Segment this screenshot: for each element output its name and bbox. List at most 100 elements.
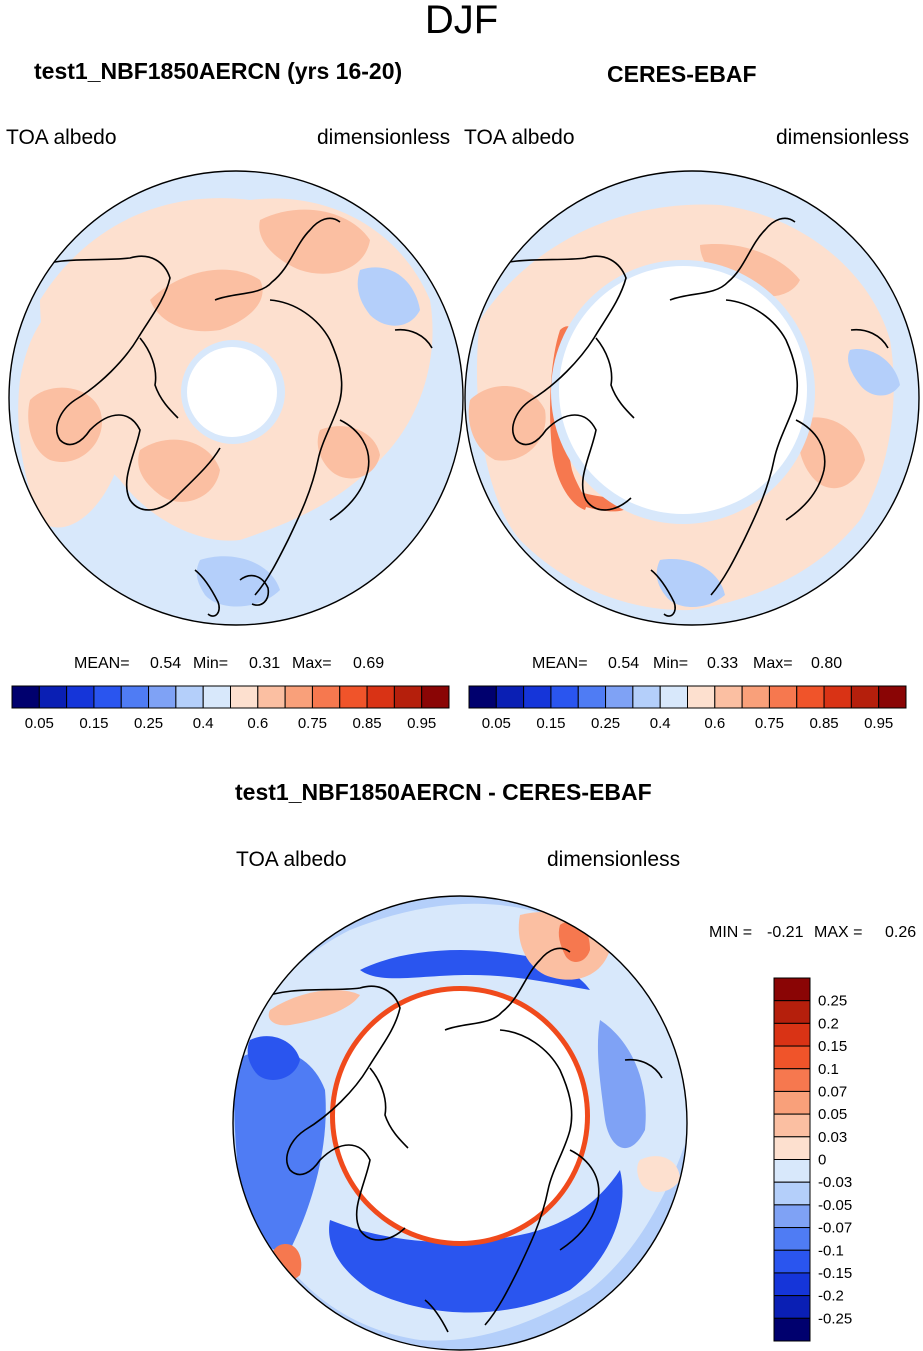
diff-colorbar-tick-label: -0.07 bbox=[818, 1220, 852, 1237]
model-polar-map bbox=[8, 170, 464, 626]
obs-min-value: 0.33 bbox=[707, 655, 739, 672]
diff-colorbar-swatch bbox=[773, 977, 811, 1002]
model-colorbar-tick-label: 0.4 bbox=[193, 715, 214, 732]
diff-coastlines bbox=[254, 947, 663, 1333]
obs-colorbar-swatch bbox=[632, 685, 661, 709]
model-ocean-region-1 bbox=[357, 267, 420, 326]
diff-colorbar-tick-label: -0.15 bbox=[818, 1265, 852, 1282]
model-polar-hole bbox=[187, 347, 277, 437]
model-colorbar-swatch bbox=[38, 685, 68, 709]
obs-variable-label: TOA albedo bbox=[464, 126, 575, 149]
model-max-value: 0.69 bbox=[353, 655, 385, 672]
model-colorbar-tick-label: 0.05 bbox=[25, 715, 54, 732]
diff-colorbar-tick-label: 0.15 bbox=[818, 1038, 847, 1055]
model-highlight-region-5 bbox=[317, 426, 380, 479]
diff-colorbar-tick-label: 0.1 bbox=[818, 1061, 839, 1078]
obs-colorbar-tick-label: 0.95 bbox=[864, 715, 893, 732]
diff-colorbar-tick-label: 0.2 bbox=[818, 1015, 839, 1032]
diff-negative-band-south bbox=[329, 1170, 623, 1313]
model-colorbar-swatch bbox=[148, 685, 177, 709]
model-colorbar-swatch bbox=[421, 685, 450, 709]
obs-map-border bbox=[464, 170, 920, 626]
diff-colorbar-swatch bbox=[773, 1113, 811, 1138]
obs-colorbar-swatch bbox=[495, 685, 525, 709]
diff-min-value: -0.21 bbox=[767, 924, 804, 941]
diff-negative-region-west bbox=[234, 1050, 326, 1252]
obs-colorbar-tick-label: 0.6 bbox=[704, 715, 725, 732]
diff-panel-title: test1_NBF1850AERCN - CERES-EBAF bbox=[235, 779, 652, 805]
obs-colorbar-swatch bbox=[523, 685, 552, 709]
diff-colorbar-tick-label: -0.03 bbox=[818, 1174, 852, 1191]
obs-polar-hole bbox=[559, 266, 807, 514]
obs-max-label: Max= bbox=[753, 655, 793, 672]
diff-colorbar-tick-label: 0.03 bbox=[818, 1129, 847, 1146]
model-mean-value: 0.54 bbox=[150, 655, 182, 672]
diff-colorbar-swatch bbox=[773, 1022, 811, 1047]
obs-min-label: Min= bbox=[653, 655, 689, 672]
diff-map-border bbox=[232, 895, 688, 1351]
obs-units-label: dimensionless bbox=[776, 126, 910, 149]
obs-colorbar-tick-label: 0.05 bbox=[482, 715, 511, 732]
diff-colorbar-swatch bbox=[773, 1136, 811, 1160]
diff-colorbar-tick-label: 0 bbox=[818, 1152, 826, 1169]
diff-colorbar-swatch bbox=[773, 1317, 811, 1342]
model-colorbar-swatch bbox=[311, 685, 341, 709]
model-panel-title: test1_NBF1850AERCN (yrs 16-20) bbox=[34, 58, 403, 84]
diff-colorbar-swatch bbox=[773, 1272, 811, 1297]
figure-season-title: DJF bbox=[424, 0, 499, 42]
model-ocean-region-2 bbox=[196, 556, 280, 607]
diff-positive-region-4 bbox=[268, 990, 360, 1026]
model-highlight-region-3 bbox=[138, 439, 220, 502]
obs-coastlines bbox=[479, 217, 889, 617]
obs-colorbar-swatch bbox=[768, 685, 798, 709]
obs-colorbar-swatch bbox=[850, 685, 880, 709]
model-colorbar-swatch bbox=[257, 685, 286, 709]
model-variable-label: TOA albedo bbox=[6, 126, 117, 149]
diff-colorbar-swatch bbox=[773, 1159, 811, 1183]
diff-negative-region-east bbox=[597, 1020, 646, 1149]
obs-panel-title: CERES-EBAF bbox=[607, 61, 757, 87]
diff-colorbar-swatch bbox=[773, 1068, 811, 1092]
diff-colorbar-tick-label: -0.2 bbox=[818, 1288, 844, 1305]
obs-colorbar-swatch bbox=[796, 685, 825, 709]
model-colorbar-swatch bbox=[66, 685, 95, 709]
model-colorbar-swatch bbox=[202, 685, 231, 709]
diff-colorbar-swatch bbox=[773, 1181, 811, 1206]
model-colorbar-tick-label: 0.25 bbox=[134, 715, 163, 732]
model-colorbar-tick-label: 0.95 bbox=[407, 715, 436, 732]
diff-variable-label: TOA albedo bbox=[236, 848, 347, 871]
model-coastlines bbox=[24, 217, 433, 617]
diff-colorbar-swatch bbox=[773, 1045, 811, 1070]
diff-colorbar-tick-label: -0.05 bbox=[818, 1197, 852, 1214]
obs-colorbar-swatch bbox=[741, 685, 770, 709]
model-colorbar-tick-label: 0.15 bbox=[79, 715, 108, 732]
obs-colorbar-swatch bbox=[550, 685, 579, 709]
diff-units-label: dimensionless bbox=[547, 848, 681, 871]
obs-colorbar-tick-label: 0.4 bbox=[650, 715, 671, 732]
model-highlight-region-4 bbox=[259, 209, 370, 274]
model-colorbar-swatch bbox=[284, 685, 313, 709]
obs-highlight-region-1 bbox=[468, 386, 546, 461]
model-highlight-region-1 bbox=[28, 387, 102, 462]
model-colorbar-swatch bbox=[393, 685, 423, 709]
obs-colorbar-swatch bbox=[577, 685, 607, 709]
diff-polar-hole bbox=[335, 991, 585, 1241]
model-colorbar-swatch bbox=[339, 685, 368, 709]
obs-polar-map bbox=[464, 170, 920, 626]
obs-colorbar-tick-label: 0.15 bbox=[536, 715, 565, 732]
diff-colorbar-swatch bbox=[773, 1204, 811, 1229]
model-colorbar-swatch bbox=[230, 685, 259, 709]
obs-colorbar: 0.05 0.15 0.25 0.4 0.6 0.75 0.85 0.95 bbox=[468, 685, 907, 732]
model-mean-label: MEAN= bbox=[74, 655, 130, 672]
obs-colorbar-tick-label: 0.85 bbox=[809, 715, 838, 732]
model-highlight-region-2 bbox=[150, 269, 263, 332]
obs-ocean-region-1 bbox=[848, 349, 900, 396]
obs-colorbar-swatch bbox=[659, 685, 688, 709]
model-max-label: Max= bbox=[292, 655, 332, 672]
obs-colorbar-swatch bbox=[605, 685, 634, 709]
obs-colorbar-swatch bbox=[687, 685, 716, 709]
model-units-label: dimensionless bbox=[317, 126, 451, 149]
diff-colorbar-swatch bbox=[773, 1227, 811, 1251]
obs-ocean-region-2 bbox=[656, 559, 725, 608]
